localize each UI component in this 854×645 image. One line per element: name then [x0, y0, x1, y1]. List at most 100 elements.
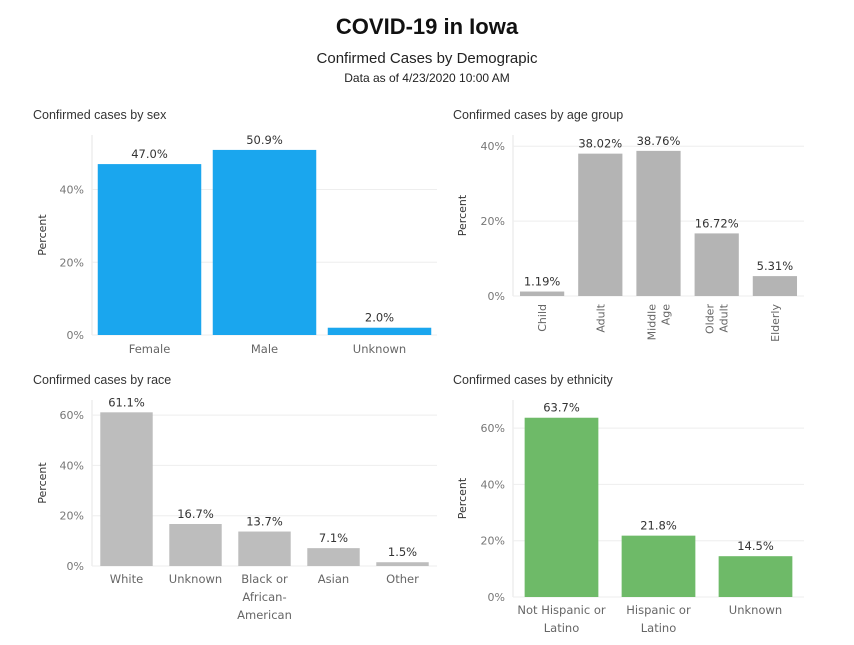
bar	[636, 150, 681, 296]
x-tick-label-line: Unknown	[169, 572, 222, 586]
x-tick-label-line: Adult	[718, 303, 731, 332]
y-tick-label: 0%	[488, 591, 505, 604]
x-tick-label-line: Adult	[594, 303, 607, 332]
data-label: 13.7%	[246, 515, 283, 529]
page-subtitle: Confirmed Cases by Demograpic	[316, 50, 538, 67]
x-tick-label: Unknown	[353, 342, 406, 356]
y-tick-label: 20%	[481, 535, 505, 548]
bar	[97, 164, 202, 335]
data-label: 61.1%	[108, 395, 145, 409]
data-label: 2.0%	[365, 311, 394, 325]
x-tick-label: Unknown	[169, 572, 222, 586]
bar	[694, 233, 739, 296]
x-tick-label-line: Age	[660, 304, 673, 326]
x-tick-label: Child	[536, 304, 549, 332]
bar	[752, 276, 798, 296]
x-tick-label: Asian	[318, 572, 349, 586]
y-tick-label: 40%	[481, 140, 505, 153]
x-tick-label-line: Child	[536, 304, 549, 332]
y-tick-label: 0%	[488, 290, 505, 303]
data-label: 50.9%	[246, 133, 283, 147]
x-tick-label: Male	[251, 342, 278, 356]
x-tick-label-line: Hispanic or	[626, 603, 691, 617]
chart-age: 0% 20% 40% Percent 1.19% Child 38.02% Adult 38.7…	[456, 134, 804, 342]
y-tick-label: 40%	[481, 478, 505, 491]
y-tick-label: 0%	[67, 329, 84, 342]
bar	[327, 327, 432, 335]
bar	[212, 149, 317, 335]
x-tick-label-line: Other	[386, 572, 419, 586]
x-tick-label-line: Male	[251, 342, 278, 356]
x-tick-label: Elderly	[769, 304, 782, 342]
x-tick-label-line: Not Hispanic or	[517, 603, 605, 617]
x-tick-label-line: Latino	[641, 621, 676, 635]
bar	[519, 291, 565, 296]
chart-title-sex: Confirmed cases by sex	[33, 108, 167, 122]
data-label: 21.8%	[640, 519, 677, 533]
y-axis-title: Percent	[456, 477, 469, 519]
y-axis-title: Percent	[456, 194, 469, 236]
x-tick-label: Not Hispanic or Latino	[517, 603, 605, 635]
x-tick-label-line: Older	[704, 304, 717, 334]
bar	[621, 535, 696, 597]
x-tick-label-line: Black or	[241, 572, 288, 586]
chart-title-ethnicity: Confirmed cases by ethnicity	[453, 373, 613, 387]
data-label: 14.5%	[737, 539, 774, 553]
y-tick-label: 60%	[60, 409, 84, 422]
y-tick-label: 0%	[67, 560, 84, 573]
chart-sex: 0% 20% 40% Percent 47.0% Female 50.9% Male 2.0% U…	[36, 133, 437, 356]
y-tick-label: 20%	[60, 256, 84, 269]
data-label: 38.02%	[578, 137, 622, 151]
data-label: 5.31%	[757, 259, 794, 273]
x-tick-label-line: Unknown	[729, 603, 782, 617]
y-axis-title: Percent	[36, 462, 49, 504]
bar	[578, 153, 623, 296]
x-tick-label-line: Middle	[646, 304, 659, 341]
y-tick-label: 20%	[60, 510, 84, 523]
x-tick-label: Hispanic or Latino	[626, 603, 691, 635]
bar	[376, 562, 429, 566]
chart-race: 0% 20% 40% 60% Percent 61.1% White 16.7% Unknown…	[36, 395, 437, 622]
x-tick-label: White	[110, 572, 143, 586]
x-tick-label-line: African-	[242, 590, 286, 604]
x-tick-label-line: White	[110, 572, 143, 586]
data-label: 1.19%	[524, 275, 561, 289]
chart-title-age: Confirmed cases by age group	[453, 108, 624, 122]
data-label: 1.5%	[388, 545, 417, 559]
bar	[307, 548, 360, 566]
data-label: 7.1%	[319, 531, 348, 545]
data-label: 16.72%	[695, 216, 739, 230]
x-tick-label-line: Asian	[318, 572, 349, 586]
x-tick-label-line: American	[237, 608, 292, 622]
x-tick-label: OlderAdult	[704, 303, 731, 334]
bar	[169, 523, 222, 566]
x-tick-label: Black or African- American	[237, 572, 292, 622]
x-tick-label-line: Latino	[544, 621, 579, 635]
x-tick-label: MiddleAge	[646, 304, 673, 341]
y-tick-label: 20%	[481, 215, 505, 228]
x-tick-label-line: Female	[129, 342, 171, 356]
data-label: 63.7%	[543, 401, 580, 415]
x-tick-label: Unknown	[729, 603, 782, 617]
x-tick-label: Other	[386, 572, 419, 586]
x-tick-label-line: Unknown	[353, 342, 406, 356]
bar	[238, 531, 291, 566]
chart-ethnicity: 0% 20% 40% 60% Percent 63.7% Not Hispanic or La…	[456, 400, 804, 635]
y-tick-label: 60%	[481, 422, 505, 435]
bar	[524, 417, 599, 597]
chart-title-race: Confirmed cases by race	[33, 373, 172, 387]
x-tick-label: Adult	[594, 303, 607, 332]
x-tick-label-line: Elderly	[769, 304, 782, 342]
y-axis-title: Percent	[36, 214, 49, 256]
data-label: 47.0%	[131, 147, 168, 161]
bar	[100, 412, 153, 566]
x-tick-label: Female	[129, 342, 171, 356]
y-tick-label: 40%	[60, 459, 84, 472]
data-label: 38.76%	[637, 134, 681, 148]
data-as-of: Data as of 4/23/2020 10:00 AM	[344, 71, 510, 85]
bar	[718, 556, 793, 597]
y-tick-label: 40%	[60, 184, 84, 197]
data-label: 16.7%	[177, 507, 214, 521]
page-title: COVID-19 in Iowa	[335, 14, 519, 39]
